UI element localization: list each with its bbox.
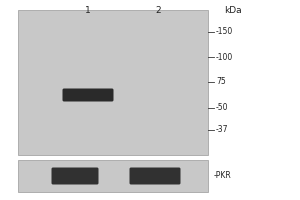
Text: -100: -100	[216, 52, 233, 62]
Bar	[18, 160, 208, 192]
FancyBboxPatch shape	[62, 88, 113, 102]
Text: 1: 1	[85, 6, 91, 15]
Text: 75: 75	[216, 77, 226, 86]
Text: -PKR: -PKR	[214, 171, 232, 180]
FancyBboxPatch shape	[52, 168, 98, 184]
Text: -37: -37	[216, 126, 229, 134]
Bar	[18, 10, 208, 155]
Text: -150: -150	[216, 27, 233, 36]
Text: kDa: kDa	[224, 6, 242, 15]
Text: 2: 2	[155, 6, 161, 15]
Text: -50: -50	[216, 104, 229, 112]
FancyBboxPatch shape	[130, 168, 181, 184]
